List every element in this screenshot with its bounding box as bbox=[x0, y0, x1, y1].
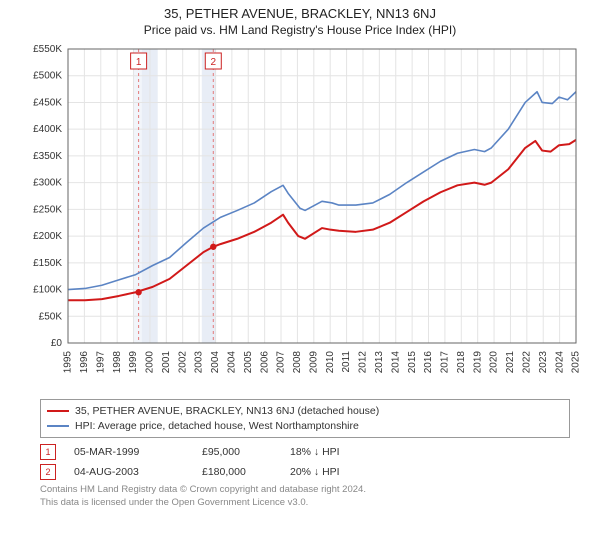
svg-text:£0: £0 bbox=[51, 338, 63, 349]
svg-text:2019: 2019 bbox=[472, 351, 483, 374]
svg-text:£500K: £500K bbox=[33, 71, 62, 82]
svg-text:2009: 2009 bbox=[308, 351, 319, 374]
svg-text:2015: 2015 bbox=[407, 351, 418, 374]
svg-text:2013: 2013 bbox=[374, 351, 385, 374]
svg-text:2004: 2004 bbox=[210, 351, 221, 374]
svg-text:2021: 2021 bbox=[505, 351, 516, 374]
svg-text:1999: 1999 bbox=[128, 351, 139, 374]
svg-text:£350K: £350K bbox=[33, 151, 62, 162]
svg-text:£550K: £550K bbox=[33, 44, 62, 55]
legend-swatch bbox=[47, 410, 69, 412]
legend-item: HPI: Average price, detached house, West… bbox=[47, 419, 563, 434]
chart-titles: 35, PETHER AVENUE, BRACKLEY, NN13 6NJ Pr… bbox=[0, 0, 600, 37]
legend-label: 35, PETHER AVENUE, BRACKLEY, NN13 6NJ (d… bbox=[75, 404, 379, 419]
svg-text:2022: 2022 bbox=[521, 351, 532, 374]
title-sub: Price paid vs. HM Land Registry's House … bbox=[0, 23, 600, 37]
svg-text:2016: 2016 bbox=[423, 351, 434, 374]
sale-row: 1 05-MAR-1999 £95,000 18% ↓ HPI bbox=[40, 444, 570, 460]
svg-text:1995: 1995 bbox=[63, 351, 74, 374]
svg-text:2: 2 bbox=[211, 57, 217, 68]
sale-delta: 18% ↓ HPI bbox=[290, 446, 380, 458]
svg-text:2004: 2004 bbox=[227, 351, 238, 374]
svg-text:£100K: £100K bbox=[33, 285, 62, 296]
legend-item: 35, PETHER AVENUE, BRACKLEY, NN13 6NJ (d… bbox=[47, 404, 563, 419]
legend: 35, PETHER AVENUE, BRACKLEY, NN13 6NJ (d… bbox=[40, 399, 570, 438]
license-line: This data is licensed under the Open Gov… bbox=[40, 497, 570, 509]
svg-text:2007: 2007 bbox=[276, 351, 287, 374]
sale-price: £95,000 bbox=[202, 446, 272, 458]
svg-text:2024: 2024 bbox=[554, 351, 565, 374]
title-main: 35, PETHER AVENUE, BRACKLEY, NN13 6NJ bbox=[0, 6, 600, 21]
svg-text:2020: 2020 bbox=[489, 351, 500, 374]
svg-text:£200K: £200K bbox=[33, 231, 62, 242]
svg-text:£250K: £250K bbox=[33, 204, 62, 215]
svg-text:£450K: £450K bbox=[33, 97, 62, 108]
svg-text:£300K: £300K bbox=[33, 178, 62, 189]
sale-marker: 2 bbox=[40, 464, 56, 480]
svg-text:2017: 2017 bbox=[440, 351, 451, 374]
svg-text:2005: 2005 bbox=[243, 351, 254, 374]
sale-date: 05-MAR-1999 bbox=[74, 446, 184, 458]
svg-text:1998: 1998 bbox=[112, 351, 123, 374]
svg-text:2018: 2018 bbox=[456, 351, 467, 374]
legend-swatch bbox=[47, 425, 69, 427]
svg-text:2001: 2001 bbox=[161, 351, 172, 374]
svg-text:2008: 2008 bbox=[292, 351, 303, 374]
svg-text:2002: 2002 bbox=[177, 351, 188, 374]
svg-text:2023: 2023 bbox=[538, 351, 549, 374]
svg-text:2025: 2025 bbox=[571, 351, 580, 374]
svg-text:£400K: £400K bbox=[33, 124, 62, 135]
sale-price: £180,000 bbox=[202, 466, 272, 478]
sale-row: 2 04-AUG-2003 £180,000 20% ↓ HPI bbox=[40, 464, 570, 480]
svg-text:2000: 2000 bbox=[145, 351, 156, 374]
sale-delta: 20% ↓ HPI bbox=[290, 466, 380, 478]
svg-text:1996: 1996 bbox=[79, 351, 90, 374]
sale-marker-num: 2 bbox=[45, 467, 50, 477]
svg-text:2011: 2011 bbox=[341, 351, 352, 373]
sale-marker-num: 1 bbox=[45, 447, 50, 457]
svg-text:2003: 2003 bbox=[194, 351, 205, 374]
sale-date: 04-AUG-2003 bbox=[74, 466, 184, 478]
svg-text:£50K: £50K bbox=[39, 311, 63, 322]
svg-text:£150K: £150K bbox=[33, 258, 62, 269]
svg-text:1997: 1997 bbox=[95, 351, 106, 374]
price-chart: £0 £50K £100K £150K £200K £250K £300K £350K £400… bbox=[20, 43, 580, 393]
sale-marker: 1 bbox=[40, 444, 56, 460]
svg-text:2012: 2012 bbox=[358, 351, 369, 374]
svg-text:2006: 2006 bbox=[259, 351, 270, 374]
license-text: Contains HM Land Registry data © Crown c… bbox=[40, 484, 570, 509]
sales-list: 1 05-MAR-1999 £95,000 18% ↓ HPI 2 04-AUG… bbox=[40, 444, 570, 480]
svg-text:2010: 2010 bbox=[325, 351, 336, 374]
license-line: Contains HM Land Registry data © Crown c… bbox=[40, 484, 570, 496]
chart-container: £0 £50K £100K £150K £200K £250K £300K £350K £400… bbox=[20, 43, 580, 393]
legend-label: HPI: Average price, detached house, West… bbox=[75, 419, 359, 434]
svg-text:2014: 2014 bbox=[390, 351, 401, 374]
svg-text:1: 1 bbox=[136, 57, 142, 68]
